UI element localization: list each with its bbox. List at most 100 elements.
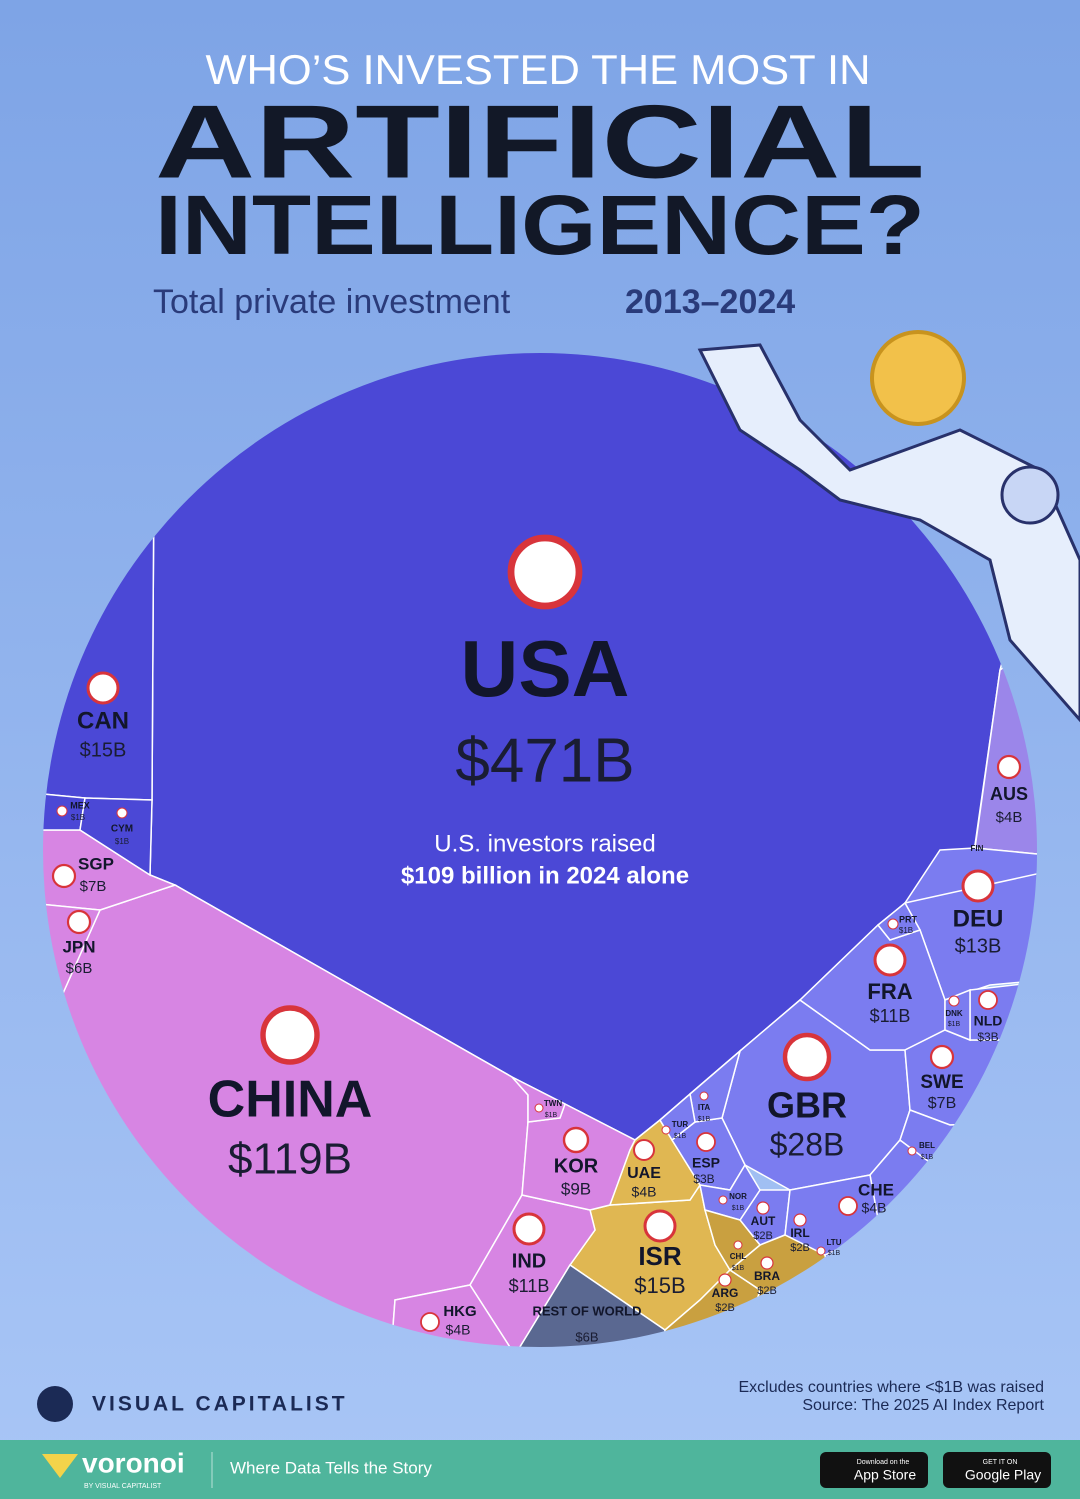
google-play-badge[interactable] — [943, 1452, 1051, 1488]
value-label: $9B — [561, 1179, 591, 1198]
country-name: TUR — [672, 1120, 689, 1129]
country-name: CYM — [111, 824, 133, 835]
flag — [929, 1044, 955, 1070]
flag — [756, 1201, 770, 1215]
flag — [633, 1139, 655, 1161]
flag — [56, 805, 68, 817]
country-name: ARG — [712, 1286, 739, 1300]
flag — [562, 1126, 590, 1154]
country-name: KOR — [554, 1155, 599, 1177]
country-name: SWE — [920, 1072, 963, 1093]
app-name: voronoi — [82, 1447, 185, 1478]
app-store-badge[interactable] — [820, 1452, 928, 1488]
tagline: Where Data Tells the Story — [230, 1458, 432, 1477]
brand-logo — [37, 1386, 73, 1422]
value-label: $13B — [955, 935, 1002, 957]
country-name: IND — [512, 1250, 546, 1272]
flag — [838, 1196, 858, 1216]
flag — [816, 1246, 826, 1256]
country-name: FRA — [867, 979, 912, 1004]
kicker: WHO’S INVESTED THE MOST IN — [206, 46, 871, 93]
country-name: DEU — [953, 905, 1004, 932]
flag — [534, 1103, 544, 1113]
value-label: $1B — [71, 813, 85, 822]
value-label: $3B — [693, 1172, 714, 1186]
country-name: PRT — [899, 914, 918, 924]
flag — [887, 918, 899, 930]
brand: VISUAL CAPITALIST — [92, 1393, 348, 1416]
flag — [782, 1032, 832, 1082]
value-label: $471B — [455, 726, 634, 795]
country-name: USA — [461, 624, 630, 713]
country-name: TWN — [544, 1099, 562, 1108]
country-cell — [511, 1076, 566, 1123]
country-name: BRA — [754, 1269, 780, 1283]
value-label: $2B — [790, 1242, 810, 1254]
value-label: $3B — [977, 1030, 998, 1044]
flag — [718, 1195, 728, 1205]
value-label: $1B — [899, 926, 913, 935]
country-name: GBR — [767, 1085, 847, 1126]
flag — [718, 1273, 732, 1287]
value-label: $1B — [115, 837, 129, 846]
value-label: $4B — [446, 1322, 471, 1338]
country-cell — [974, 598, 1037, 861]
value-label: $28B — [770, 1126, 845, 1162]
flag — [116, 807, 128, 819]
flag — [66, 909, 92, 935]
country-name: CAN — [77, 707, 129, 734]
value-label: $6B — [66, 960, 93, 977]
app-by: BY VISUAL CAPITALIST — [84, 1483, 162, 1490]
value-label: $15B — [80, 739, 127, 761]
labels: USA$471BCHINA$119BGBR$28BCAN$15BISR$15BD… — [51, 534, 1028, 1344]
country-name: CHL — [730, 1252, 747, 1261]
app-logo — [42, 1454, 78, 1478]
value-label: $119B — [228, 1135, 352, 1184]
value-label: $4B — [632, 1184, 657, 1200]
badge-small: GET IT ON — [983, 1459, 1018, 1466]
country-name: ISR — [638, 1241, 682, 1271]
value-label: $11B — [870, 1006, 911, 1026]
country-name: SGP — [78, 854, 114, 873]
country-name: LTU — [827, 1238, 842, 1247]
flag — [661, 1125, 671, 1135]
flag — [907, 1146, 917, 1156]
country-name: ESP — [692, 1155, 720, 1171]
country-name: FIN — [971, 844, 984, 853]
flag — [420, 1312, 440, 1332]
country-name: CHINA — [208, 1071, 373, 1129]
country-name: MEX — [70, 800, 90, 810]
flag — [699, 1091, 709, 1101]
value-label: $2B — [757, 1285, 777, 1297]
country-name: DNK — [945, 1009, 963, 1018]
flag — [260, 1005, 320, 1065]
country-name: BEL — [919, 1141, 935, 1150]
value-label: $4B — [862, 1200, 887, 1216]
country-name: UAE — [627, 1165, 661, 1182]
flag — [978, 990, 998, 1010]
flag — [733, 1240, 743, 1250]
annotation: U.S. investors raised — [434, 830, 655, 857]
value-label: $7B — [80, 878, 107, 895]
country-name: REST OF WORLD — [532, 1303, 641, 1318]
badge-text: App Store — [854, 1467, 916, 1483]
flag — [507, 534, 583, 610]
flag — [512, 1212, 546, 1246]
value-label: $1B — [828, 1250, 841, 1257]
value-label: $1B — [732, 1265, 745, 1272]
flag — [643, 1209, 677, 1243]
country-name: AUS — [990, 784, 1028, 804]
country-cell — [876, 901, 922, 941]
value-label: $1B — [948, 1021, 961, 1028]
value-label: $1B — [698, 1116, 711, 1123]
value-label: $2B — [715, 1302, 735, 1314]
value-label: $2B — [753, 1230, 773, 1242]
flag — [996, 754, 1022, 780]
period: 2013–2024 — [625, 283, 795, 321]
badge-text: Google Play — [965, 1467, 1041, 1483]
country-name: JPN — [62, 937, 95, 956]
country-cell — [509, 1263, 666, 1347]
source: Source: The 2025 AI Index Report — [802, 1397, 1044, 1414]
flag — [51, 863, 77, 889]
